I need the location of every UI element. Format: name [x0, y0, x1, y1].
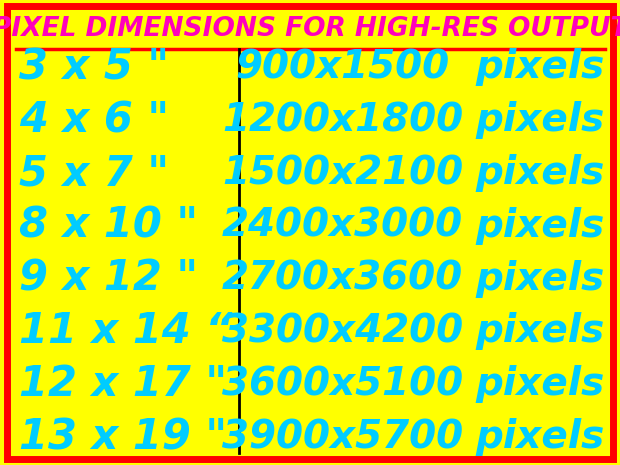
- Text: pixels: pixels: [476, 101, 604, 139]
- Text: 11 x 14 “: 11 x 14 “: [19, 311, 232, 352]
- Text: 1500x2100: 1500x2100: [222, 154, 463, 192]
- Text: 3 x 5 ": 3 x 5 ": [19, 46, 169, 88]
- Text: 4 x 6 ": 4 x 6 ": [19, 99, 169, 141]
- Text: pixels: pixels: [476, 207, 604, 245]
- Text: 8 x 10 ": 8 x 10 ": [19, 205, 198, 247]
- Text: 3900x5700: 3900x5700: [222, 418, 463, 456]
- Text: 12 x 17 ": 12 x 17 ": [19, 363, 226, 405]
- Text: pixels: pixels: [476, 418, 604, 456]
- Text: 2400x3000: 2400x3000: [222, 207, 463, 245]
- Text: 5 x 7 ": 5 x 7 ": [19, 152, 169, 194]
- Text: pixels: pixels: [476, 365, 604, 403]
- Text: 9 x 12 ": 9 x 12 ": [19, 258, 198, 299]
- Text: 3300x4200: 3300x4200: [222, 312, 463, 351]
- Text: pixels: pixels: [476, 154, 604, 192]
- Text: PIXEL DIMENSIONS FOR HIGH-RES OUTPUT: PIXEL DIMENSIONS FOR HIGH-RES OUTPUT: [0, 16, 620, 42]
- Text: 13 x 19 ": 13 x 19 ": [19, 416, 226, 458]
- Text: pixels: pixels: [476, 259, 604, 298]
- Text: 2700x3600: 2700x3600: [222, 259, 463, 298]
- Text: pixels: pixels: [476, 312, 604, 351]
- Text: 3600x5100: 3600x5100: [222, 365, 463, 403]
- Text: 1200x1800: 1200x1800: [222, 101, 463, 139]
- Text: 900x1500: 900x1500: [236, 48, 450, 86]
- Text: pixels: pixels: [476, 48, 604, 86]
